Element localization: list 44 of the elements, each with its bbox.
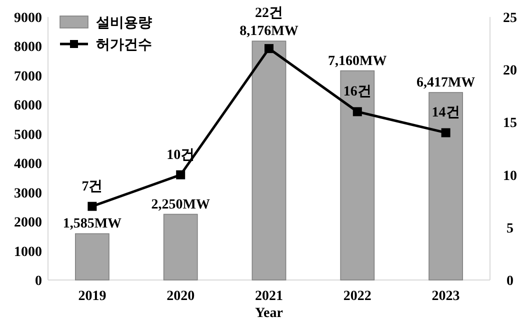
- y2-tick-label: 20: [503, 64, 517, 79]
- data-label: 10건: [166, 148, 195, 163]
- x-tick-label: 2021: [255, 289, 283, 304]
- y-tick-label: 0: [35, 274, 42, 289]
- legend-label: 설비용량: [96, 16, 152, 31]
- point: [176, 170, 186, 180]
- y-tick-label: 2000: [14, 216, 42, 231]
- data-label: 7건: [82, 179, 103, 194]
- point: [264, 44, 274, 54]
- y2-tick-label: 0: [506, 274, 514, 289]
- y-tick-label: 7000: [14, 69, 42, 84]
- data-label: 22건: [255, 6, 283, 22]
- data-label: 6,417MW: [416, 75, 476, 90]
- data-label: 1,585MW: [62, 216, 122, 232]
- y2-tick-label: 10: [503, 168, 517, 184]
- point: [88, 202, 97, 211]
- x-tick-label: 2020: [166, 289, 195, 304]
- x-axis-title: Year: [255, 306, 283, 321]
- legend-label: 허가건수: [96, 38, 152, 53]
- point: [352, 107, 362, 116]
- data-label: 2,250MW: [151, 197, 210, 212]
- y-tick-label: 8000: [14, 40, 42, 56]
- y-tick-label: 6000: [14, 98, 42, 114]
- data-label: 14건: [432, 106, 460, 121]
- data-label: 16건: [343, 84, 372, 100]
- y-tick-label: 9000: [14, 11, 42, 26]
- y2-tick-label: 25: [503, 11, 517, 26]
- y-tick-label: 4000: [14, 157, 42, 172]
- point: [441, 128, 450, 138]
- y-tick-label: 1000: [14, 244, 42, 260]
- y-tick-label: 3000: [14, 186, 42, 202]
- y-tick-label: 5000: [14, 128, 42, 143]
- y2-tick-label: 15: [503, 116, 517, 132]
- data-label: 8,176MW: [240, 24, 298, 40]
- bar: [75, 233, 110, 280]
- data-label: 7,160MW: [328, 54, 387, 69]
- x-tick-label: 2023: [432, 289, 460, 304]
- bar: [428, 92, 463, 280]
- x-tick-label: 2022: [343, 289, 372, 304]
- x-tick-label: 2019: [78, 289, 106, 304]
- y2-tick-label: 5: [506, 221, 514, 236]
- bar: [163, 214, 198, 280]
- bar: [340, 70, 375, 280]
- bar: [252, 40, 286, 280]
